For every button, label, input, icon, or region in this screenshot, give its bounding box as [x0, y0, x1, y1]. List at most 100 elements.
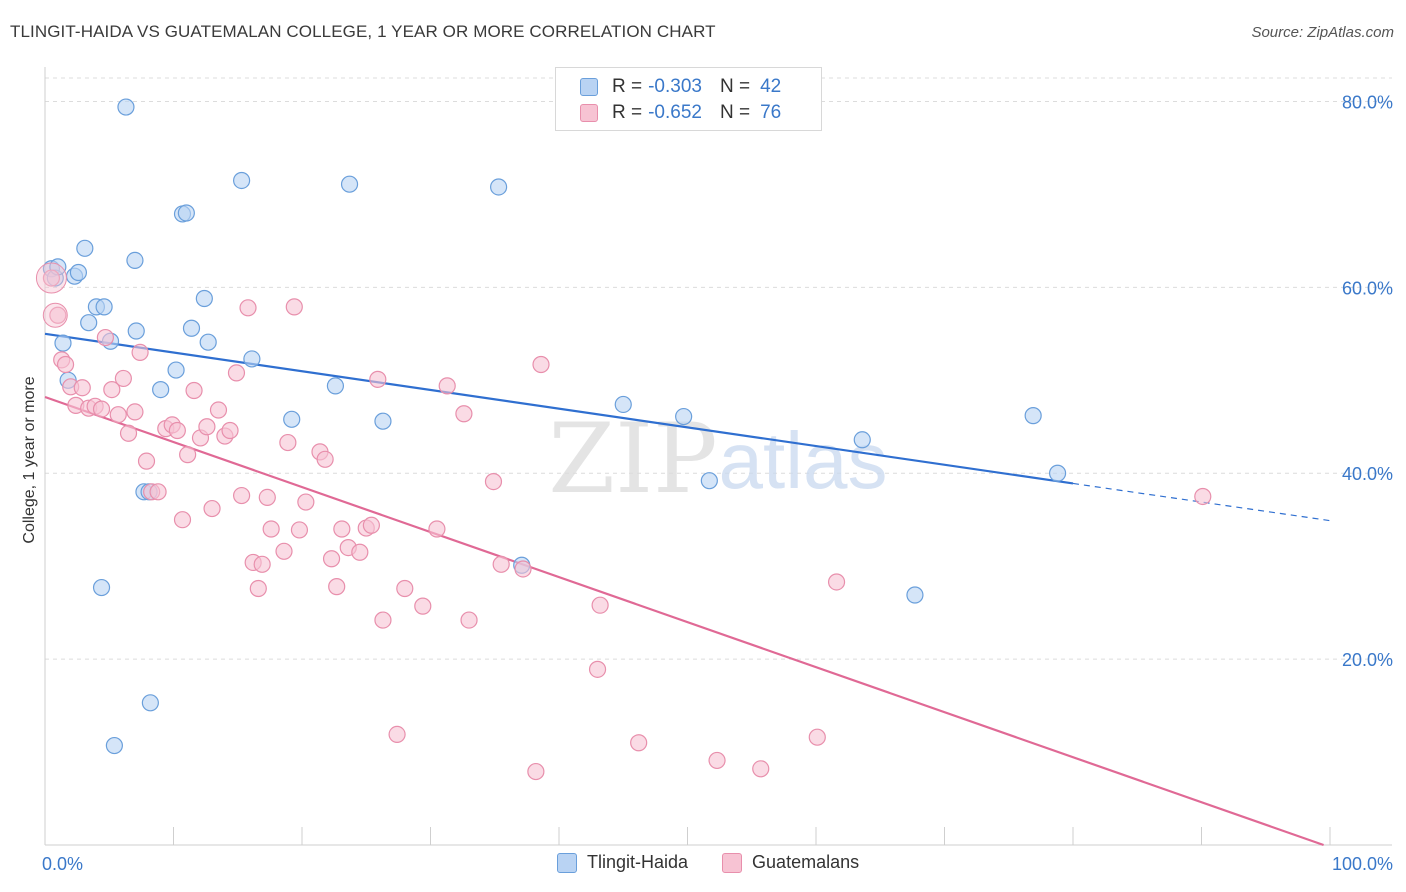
tick-labels: 20.0% 40.0% 60.0% 80.0% 0.0% 100.0%: [42, 92, 1393, 874]
tlingit-haida-point: [199, 333, 217, 351]
tlingit-swatch: [580, 78, 598, 96]
guatemalans-point: [173, 511, 192, 529]
tlingit-haida-point: [326, 377, 345, 395]
tlingit-haida-point: [92, 578, 111, 597]
guatemalans-point: [322, 550, 341, 568]
n-value: 76: [760, 102, 782, 123]
guatemalans-swatch: [722, 852, 743, 873]
tlingit-haida-point: [69, 263, 88, 282]
guatemalans-point: [42, 269, 61, 287]
guatemalans-point: [209, 401, 228, 419]
guatemalans-point: [369, 370, 387, 388]
guatemalans-point: [290, 521, 309, 539]
guatemalans-point: [262, 520, 280, 538]
guatemalans-point: [827, 573, 846, 591]
guatemalans-point: [808, 728, 826, 746]
guatemalans-point: [285, 298, 303, 316]
guatemalans-point: [362, 516, 380, 534]
guatemalans-point: [92, 400, 111, 418]
axes: [44, 67, 1392, 846]
guatemalans-point: [532, 355, 550, 374]
guatemalans-point: [137, 452, 156, 470]
tlingit-haida-point: [95, 298, 113, 316]
tlingit-haida-point: [283, 410, 301, 428]
legend-row-tlingit: R = -0.303 N = 42: [580, 74, 781, 100]
tlingit-haida-point: [374, 412, 392, 430]
watermark-atlas: atlas: [719, 416, 888, 505]
guatemalans-point: [168, 421, 186, 440]
guatemalans-point: [297, 493, 315, 511]
tlingit-haida-point: [853, 431, 871, 449]
y-tick-label: 20.0%: [1342, 650, 1393, 670]
tlingit-haida-point: [141, 694, 159, 712]
guatemalans-point: [351, 543, 369, 561]
r-value: -0.652: [648, 102, 702, 123]
guatemalans-point: [279, 433, 297, 452]
tlingit-haida-point: [105, 736, 123, 755]
legend-label-guatemalans: Guatemalans: [752, 852, 860, 872]
guatemalans-point: [1194, 487, 1212, 506]
guatemalans-point: [333, 520, 351, 538]
guatemalans-point: [460, 611, 478, 629]
guatemalans-point: [752, 760, 770, 778]
guatemalans-point: [484, 473, 503, 491]
tlingit-haida-point: [243, 350, 261, 368]
guatemalans-point: [114, 369, 132, 388]
tlingit-haida-point: [127, 322, 145, 340]
guatemalans-swatch: [580, 104, 598, 122]
guatemalans-point: [119, 424, 138, 442]
tlingit-haida-point: [177, 204, 195, 222]
legend-item-guatemalans[interactable]: Guatemalans: [722, 852, 859, 873]
guatemalans-point: [630, 734, 648, 752]
tlingit-haida-point: [54, 334, 72, 352]
n-label: N =: [719, 102, 751, 123]
guatemalans-point: [414, 597, 432, 615]
guatemalans-point: [96, 328, 114, 347]
guatemalans-point: [316, 450, 334, 468]
source-label: Source: ZipAtlas.com: [1251, 24, 1394, 41]
guatemalans-point: [428, 520, 446, 538]
guatemalans-point: [514, 560, 532, 578]
tlingit-haida-point: [675, 407, 693, 426]
tlingit-haida-point: [195, 289, 213, 308]
guatemalans-point: [203, 499, 221, 518]
guatemalans-point: [49, 306, 67, 324]
series-legend: Tlingit-Haida Guatemalans: [557, 852, 893, 873]
guatemalans-point: [221, 421, 239, 440]
tlingit-haida-trend-line: [44, 332, 1074, 485]
guatemalans-point: [56, 355, 75, 374]
guatemalans-point: [131, 343, 149, 362]
guatemalans-point: [438, 377, 456, 395]
guatemalans-point: [249, 579, 267, 598]
legend-item-tlingit-haida[interactable]: Tlingit-Haida: [557, 852, 688, 873]
guatemalans-point: [73, 379, 91, 397]
y-tick-label: 60.0%: [1342, 278, 1393, 298]
tlingit-swatch: [557, 852, 577, 873]
guatemalans-point: [233, 486, 251, 505]
guatemalans-point-large: [35, 262, 67, 294]
tlingit-haida-point: [76, 239, 94, 257]
guatemalans-trend-line: [44, 395, 1324, 847]
guatemalans-point: [492, 555, 510, 573]
tlingit-haida-point: [80, 314, 98, 332]
tlingit-haida-point: [182, 319, 201, 337]
tlingit-haida-point: [700, 472, 718, 490]
tlingit-haida-point: [1024, 407, 1042, 425]
guatemalans-point: [179, 446, 197, 464]
legend-row-guatemalans: R = -0.652 N = 76: [580, 100, 781, 126]
tlingit-haida-point: [614, 395, 632, 414]
guatemalans-point: [275, 542, 293, 560]
points: [35, 98, 1212, 781]
guatemalans-point: [388, 725, 406, 744]
tlingit-haida-point: [167, 361, 185, 379]
tlingit-haida-point: [117, 98, 135, 116]
r-label: R =: [612, 102, 643, 123]
guatemalans-point: [185, 381, 203, 400]
legend-label-tlingit-haida: Tlingit-Haida: [587, 852, 689, 872]
guatemalans-point: [253, 555, 271, 573]
guatemalans-point: [328, 578, 346, 596]
guatemalans-point: [591, 596, 609, 614]
guatemalans-point-large: [42, 302, 68, 328]
r-value: -0.303: [648, 76, 702, 97]
